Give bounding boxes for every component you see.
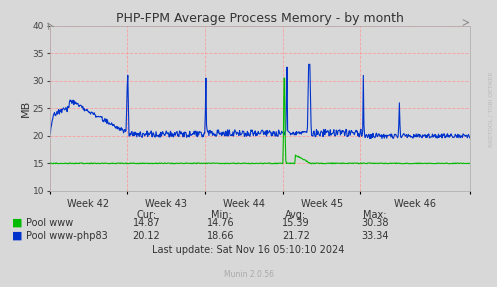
Text: Week 42: Week 42 bbox=[68, 199, 110, 210]
Text: Pool www: Pool www bbox=[26, 218, 73, 228]
Text: Max:: Max: bbox=[363, 210, 387, 220]
Text: 33.34: 33.34 bbox=[361, 231, 389, 241]
Y-axis label: MB: MB bbox=[21, 100, 31, 117]
Text: Min:: Min: bbox=[211, 210, 232, 220]
Text: 18.66: 18.66 bbox=[207, 231, 235, 241]
Text: Munin 2.0.56: Munin 2.0.56 bbox=[224, 270, 273, 279]
Text: Week 44: Week 44 bbox=[223, 199, 265, 210]
Text: RRDTOOL / TOBI OETIKER: RRDTOOL / TOBI OETIKER bbox=[489, 71, 494, 147]
Text: 15.39: 15.39 bbox=[282, 218, 310, 228]
Text: Week 43: Week 43 bbox=[145, 199, 187, 210]
Text: 20.12: 20.12 bbox=[133, 231, 161, 241]
Text: Week 46: Week 46 bbox=[394, 199, 436, 210]
Text: 30.38: 30.38 bbox=[361, 218, 389, 228]
Title: PHP-FPM Average Process Memory - by month: PHP-FPM Average Process Memory - by mont… bbox=[116, 12, 404, 25]
Text: Week 45: Week 45 bbox=[301, 199, 343, 210]
Text: Avg:: Avg: bbox=[285, 210, 306, 220]
Text: 14.76: 14.76 bbox=[207, 218, 235, 228]
Text: Cur:: Cur: bbox=[137, 210, 157, 220]
Text: 21.72: 21.72 bbox=[282, 231, 310, 241]
Text: ■: ■ bbox=[12, 218, 23, 228]
Text: Pool www-php83: Pool www-php83 bbox=[26, 231, 107, 241]
Text: ■: ■ bbox=[12, 231, 23, 241]
Text: 14.87: 14.87 bbox=[133, 218, 161, 228]
Text: Last update: Sat Nov 16 05:10:10 2024: Last update: Sat Nov 16 05:10:10 2024 bbox=[152, 245, 345, 255]
